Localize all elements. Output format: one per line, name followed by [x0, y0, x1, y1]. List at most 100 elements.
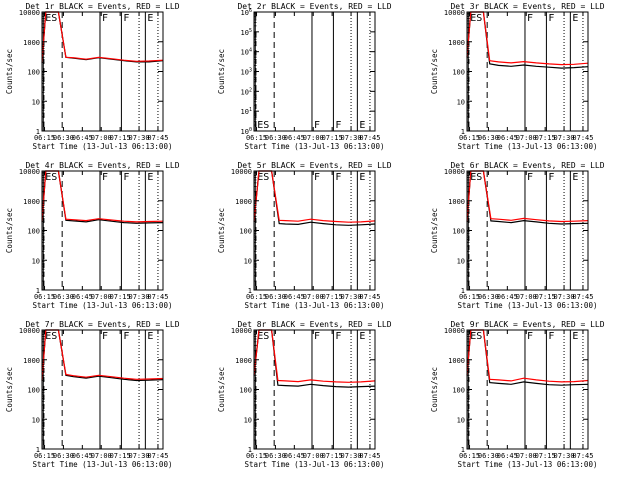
x-tick-label: 07:45 [359, 293, 380, 301]
panel-det-7: Det 7r BLACK = Events, RED = LLD ES F F E 1 10… [5, 320, 180, 469]
plot-frame [41, 170, 164, 291]
x-tick-label: 07:15 [322, 452, 343, 460]
x-tick-label: 06:30 [478, 134, 499, 142]
y-tick-label: 101 [241, 107, 252, 116]
panel-title: Det 8r BLACK = Events, RED = LLD [237, 320, 391, 329]
x-axis-label: Start Time (13-Jul-13 06:13:00) [33, 301, 173, 310]
x-tick-label: 06:30 [265, 452, 286, 460]
y-axis-label: Counts/sec [217, 208, 226, 253]
y-tick-label: 100 [452, 228, 465, 236]
y-tick-label: 1 [461, 128, 465, 136]
plot-frame [41, 11, 164, 132]
x-tick-label: 07:00 [303, 293, 324, 301]
x-tick-label: 06:15 [34, 293, 55, 301]
x-tick-label: 06:30 [478, 293, 499, 301]
y-tick-label: 10000 [444, 168, 465, 176]
x-tick-label: 07:15 [535, 293, 556, 301]
y-tick-label: 1000 [448, 357, 465, 365]
y-tick-label: 106 [241, 8, 252, 17]
marker-label: F [548, 331, 554, 342]
panel-det-2: Det 2r BLACK = Events, RED = LLD ES F F E 100… [217, 2, 392, 151]
panel-det-9: Det 9r BLACK = Events, RED = LLD ES F F E 1 10… [430, 320, 605, 469]
y-tick-label: 102 [241, 87, 252, 96]
x-tick-label: 07:15 [110, 452, 131, 460]
y-tick-label: 1000 [23, 357, 40, 365]
y-tick-label: 1000 [448, 198, 465, 206]
y-tick-label: 1000 [448, 39, 465, 47]
y-axis-label: Counts/sec [430, 49, 439, 94]
marker-label: F [527, 331, 533, 342]
x-tick-label: 07:30 [341, 134, 362, 142]
plot-frame [41, 329, 164, 450]
panel-title: Det 3r BLACK = Events, RED = LLD [450, 2, 604, 11]
x-tick-label: 07:15 [110, 293, 131, 301]
x-tick-label: 06:30 [265, 293, 286, 301]
x-tick-label: 07:00 [91, 452, 112, 460]
y-tick-label: 10000 [231, 168, 252, 176]
plot-frame [253, 11, 376, 132]
panel-title: Det 5r BLACK = Events, RED = LLD [237, 161, 391, 170]
y-axis-label: Counts/sec [5, 367, 14, 412]
x-tick-label: 07:15 [322, 293, 343, 301]
marker-label: F [335, 120, 341, 131]
x-axis-label: Start Time (13-Jul-13 06:13:00) [458, 301, 598, 310]
y-tick-label: 10000 [19, 9, 40, 17]
marker-label: F [527, 172, 533, 183]
x-tick-label: 06:45 [497, 134, 518, 142]
y-tick-label: 10000 [444, 9, 465, 17]
x-tick-label: 06:15 [34, 452, 55, 460]
x-tick-label: 06:30 [53, 452, 74, 460]
y-tick-label: 10 [244, 416, 252, 424]
panel-title: Det 7r BLACK = Events, RED = LLD [25, 320, 179, 329]
y-tick-label: 10 [32, 257, 40, 265]
y-axis-label: Counts/sec [217, 49, 226, 94]
x-tick-label: 07:30 [341, 293, 362, 301]
marker-label: ES [470, 331, 482, 342]
x-tick-label: 06:15 [459, 452, 480, 460]
marker-label: E [572, 172, 578, 183]
marker-label: F [314, 331, 320, 342]
marker-label: F [527, 13, 533, 24]
y-axis-label: Counts/sec [217, 367, 226, 412]
x-tick-label: 06:45 [497, 452, 518, 460]
panel-det-5: Det 5r BLACK = Events, RED = LLD ES F F E 1 10… [217, 161, 392, 310]
y-axis-label: Counts/sec [5, 208, 14, 253]
x-tick-label: 07:45 [572, 134, 593, 142]
x-tick-label: 06:15 [34, 134, 55, 142]
x-tick-label: 07:00 [91, 134, 112, 142]
plot-frame [253, 170, 376, 291]
marker-label: F [123, 331, 129, 342]
y-tick-label: 105 [241, 28, 252, 37]
x-tick-label: 06:15 [459, 293, 480, 301]
plot-frame [466, 170, 589, 291]
y-tick-label: 1000 [235, 198, 252, 206]
y-tick-label: 100 [239, 228, 252, 236]
x-tick-label: 07:30 [129, 293, 150, 301]
x-tick-label: 06:30 [478, 452, 499, 460]
x-tick-label: 07:45 [147, 293, 168, 301]
x-tick-label: 06:30 [53, 293, 74, 301]
x-tick-label: 07:30 [129, 452, 150, 460]
x-tick-label: 07:15 [110, 134, 131, 142]
y-tick-label: 100 [27, 228, 40, 236]
y-tick-label: 1 [248, 287, 252, 295]
marker-label: E [572, 13, 578, 24]
x-tick-label: 06:45 [284, 293, 305, 301]
marker-label: F [548, 172, 554, 183]
x-tick-label: 07:00 [303, 134, 324, 142]
marker-label: E [572, 331, 578, 342]
x-tick-label: 06:45 [72, 134, 93, 142]
x-tick-label: 07:45 [359, 134, 380, 142]
panel-title: Det 2r BLACK = Events, RED = LLD [237, 2, 391, 11]
y-tick-label: 100 [27, 387, 40, 395]
x-axis-label: Start Time (13-Jul-13 06:13:00) [245, 301, 385, 310]
marker-label: F [102, 331, 108, 342]
y-tick-label: 1 [36, 287, 40, 295]
x-tick-label: 06:45 [284, 134, 305, 142]
panel-det-8: Det 8r BLACK = Events, RED = LLD ES F F E 1 10… [217, 320, 392, 469]
x-axis-label: Start Time (13-Jul-13 06:13:00) [33, 142, 173, 151]
y-tick-label: 10 [32, 416, 40, 424]
marker-label: F [314, 120, 320, 131]
